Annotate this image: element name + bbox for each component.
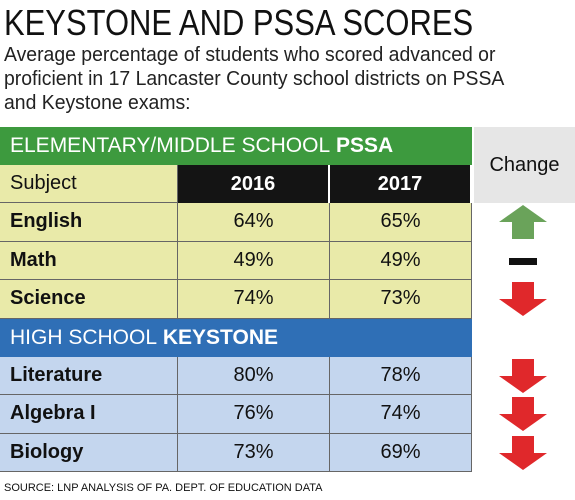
value-cell: 74% <box>330 395 472 434</box>
section-label: HIGH SCHOOL <box>10 325 158 349</box>
value-cell: 65% <box>330 203 472 242</box>
value-cell: 80% <box>178 356 330 395</box>
change-icon <box>509 257 537 265</box>
value-cell: 69% <box>330 433 472 472</box>
subtitle-line: and Keystone exams: <box>4 92 191 114</box>
section-label: ELEMENTARY/MIDDLE SCHOOL <box>10 134 331 157</box>
column-header: Subject <box>0 165 178 203</box>
section-emphasis: PSSA <box>335 134 394 157</box>
subject-cell: Biology <box>0 433 178 472</box>
column-header: 2016 <box>178 165 330 203</box>
subject-cell: Math <box>0 241 178 280</box>
value-cell: 78% <box>330 356 472 395</box>
subject-cell: Literature <box>0 356 178 395</box>
value-cell: 73% <box>330 280 472 319</box>
title: KEYSTONE AND PSSA SCORES <box>4 2 474 43</box>
change-header: Change <box>474 127 575 203</box>
change-icon <box>499 205 547 240</box>
value-cell: 76% <box>178 395 330 434</box>
value-cell: 64% <box>178 203 330 242</box>
change-down <box>499 282 547 317</box>
source: SOURCE: LNP ANALYSIS OF PA. DEPT. OF EDU… <box>4 482 323 494</box>
change-icon <box>499 282 547 317</box>
change-icon <box>499 358 547 393</box>
column-header: 2017 <box>330 165 472 203</box>
value-cell: 49% <box>330 241 472 280</box>
subject-cell: Science <box>0 280 178 319</box>
section-header: HIGH SCHOOL KEYSTONE <box>0 318 472 357</box>
subject-cell: Algebra I <box>0 395 178 434</box>
change-down <box>499 358 547 393</box>
section-header: ELEMENTARY/MIDDLE SCHOOL PSSA <box>0 127 472 165</box>
change-icon <box>499 435 547 470</box>
change-icon <box>499 397 547 432</box>
value-cell: 49% <box>178 241 330 280</box>
subtitle-line: proficient in 17 Lancaster County school… <box>4 68 505 90</box>
subtitle-line: Average percentage of students who score… <box>4 44 496 66</box>
value-cell: 73% <box>178 433 330 472</box>
value-cell: 74% <box>178 280 330 319</box>
change-down <box>499 397 547 432</box>
section-emphasis: KEYSTONE <box>162 325 279 349</box>
subject-cell: English <box>0 203 178 242</box>
change-none <box>509 257 537 265</box>
change-up <box>499 205 547 240</box>
change-down <box>499 435 547 470</box>
